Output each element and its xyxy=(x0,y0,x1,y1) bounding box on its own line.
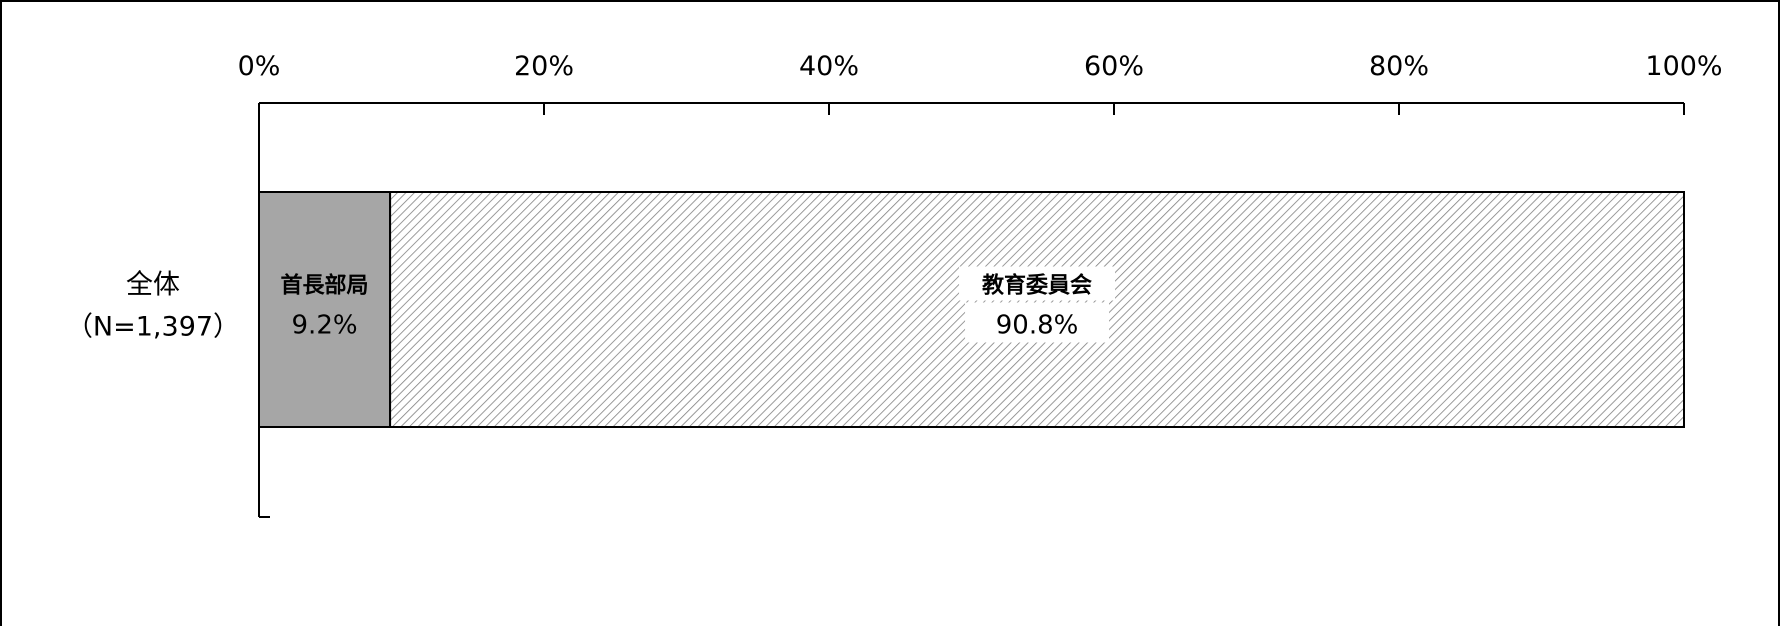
x-tick-label: 20% xyxy=(514,51,574,82)
x-tick-label: 40% xyxy=(799,51,859,82)
category-label-name: 全体 xyxy=(126,270,180,301)
category-labels: 全体 （N=1,397） xyxy=(66,270,240,343)
segment-series-name: 教育委員会 xyxy=(982,273,1092,299)
segment-labels: 首長部局 9.2% 教育委員会 90.8% xyxy=(281,266,1116,343)
category-label-sample-size: （N=1,397） xyxy=(66,312,240,343)
segment-label-background xyxy=(965,302,1110,343)
x-tick-label: 100% xyxy=(1645,51,1722,82)
x-tick-label: 60% xyxy=(1084,51,1144,82)
x-axis-ticks xyxy=(258,103,1685,115)
x-axis: 0% 20% 40% 60% 80% 100% xyxy=(238,51,1723,115)
x-tick-label: 80% xyxy=(1369,51,1429,82)
x-tick-label: 0% xyxy=(238,51,281,82)
bar-segment-shucho-bukyoku xyxy=(258,191,392,428)
segment-label-background xyxy=(959,266,1116,301)
x-axis-tick-labels: 0% 20% 40% 60% 80% 100% xyxy=(238,51,1723,82)
segment-value-label: 90.8% xyxy=(996,311,1079,341)
segment-series-name: 首長部局 xyxy=(281,273,369,299)
segment-value-label: 9.2% xyxy=(292,311,358,341)
